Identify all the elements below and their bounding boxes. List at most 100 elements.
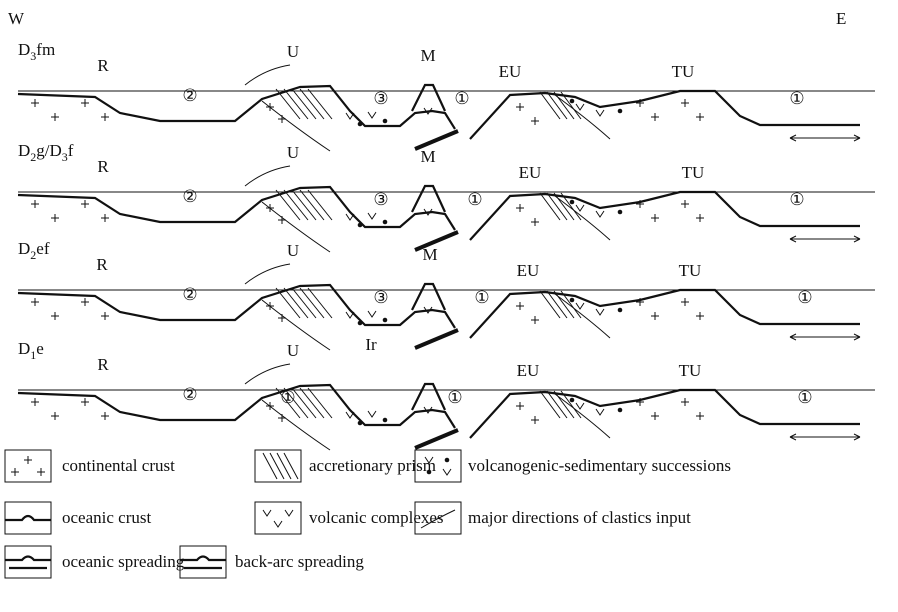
v-symbol xyxy=(596,211,604,217)
v-symbol xyxy=(285,510,293,516)
v-symbol xyxy=(576,303,584,309)
cross-symbol xyxy=(681,298,689,306)
v-symbol xyxy=(596,409,604,415)
cross-symbol xyxy=(51,113,59,121)
cross-symbol xyxy=(81,200,89,208)
spreading-arrow xyxy=(790,334,860,340)
region-label: R xyxy=(97,56,109,75)
region-label: TU xyxy=(679,261,702,280)
stage-label: D2ef xyxy=(18,239,50,262)
clastic-arrow xyxy=(245,65,290,85)
cross-symbol xyxy=(51,214,59,222)
cross-symbol xyxy=(516,103,524,111)
cross-symbol xyxy=(24,456,32,464)
clastic-arrow xyxy=(245,264,290,284)
legend-box xyxy=(5,546,51,578)
diagram: W E D3fmRUMEUTU②③①①D2g/D3fRUMEUTU②③①①D2e… xyxy=(0,0,898,612)
stage-label: D3fm xyxy=(18,40,55,63)
v-symbol xyxy=(346,312,354,318)
legend-label: oceanic crust xyxy=(62,508,151,527)
region-label: ③ xyxy=(373,288,388,307)
cross-symbol xyxy=(516,402,524,410)
region-label: ① xyxy=(454,89,469,108)
region-label: EU xyxy=(517,261,540,280)
spreading-arrow xyxy=(790,135,860,141)
dot-symbol xyxy=(570,298,575,303)
v-symbol xyxy=(368,213,376,219)
cross-symbol xyxy=(651,312,659,320)
east-label: E xyxy=(836,9,846,28)
cross-symbol xyxy=(681,398,689,406)
v-symbol xyxy=(576,205,584,211)
legend-label: oceanic spreading xyxy=(62,552,185,571)
cross-symbol xyxy=(531,416,539,424)
cross-symbol xyxy=(51,412,59,420)
cross-symbol xyxy=(51,312,59,320)
region-label: ① xyxy=(280,388,295,407)
stage-label: D2g/D3f xyxy=(18,141,74,164)
v-symbol xyxy=(346,412,354,418)
region-label: ③ xyxy=(373,89,388,108)
cross-symbol xyxy=(651,412,659,420)
dot-symbol xyxy=(383,418,388,423)
slope-curve xyxy=(262,400,330,450)
spreading-sample xyxy=(5,557,51,569)
v-symbol xyxy=(596,309,604,315)
stage-text: D xyxy=(18,40,30,59)
region-label: R xyxy=(96,255,108,274)
dot-symbol xyxy=(358,223,363,228)
slope-curve xyxy=(555,294,610,338)
stage-text: D xyxy=(18,239,30,258)
region-label: U xyxy=(287,42,299,61)
legend-label: back-arc spreading xyxy=(235,552,364,571)
basement-profile xyxy=(18,86,455,129)
cross-symbol xyxy=(696,214,704,222)
dot-symbol xyxy=(618,408,623,413)
clastic-arrow xyxy=(245,166,290,186)
region-label: ① xyxy=(447,388,462,407)
legend-box xyxy=(5,502,51,534)
region-label: TU xyxy=(672,62,695,81)
legend-label: major directions of clastics input xyxy=(468,508,691,527)
volcano xyxy=(412,186,445,212)
region-label: ② xyxy=(182,385,197,404)
region-label: ① xyxy=(789,190,804,209)
region-label: EU xyxy=(519,163,542,182)
dot-symbol xyxy=(358,122,363,127)
prism-line xyxy=(270,453,284,479)
basement-profile xyxy=(18,285,455,328)
cross-symbol xyxy=(696,412,704,420)
basement-profile xyxy=(18,187,455,230)
dot-symbol xyxy=(358,421,363,426)
cross-symbol xyxy=(696,312,704,320)
prism-line xyxy=(284,453,298,479)
v-symbol xyxy=(576,104,584,110)
v-symbol xyxy=(596,110,604,116)
dot-symbol xyxy=(427,470,432,475)
region-label: ① xyxy=(467,190,482,209)
dot-symbol xyxy=(618,210,623,215)
cross-symbol xyxy=(37,468,45,476)
legend-box xyxy=(180,546,226,578)
ocean-crust-sample xyxy=(5,516,51,520)
region-label: TU xyxy=(679,361,702,380)
cross-symbol xyxy=(278,414,286,422)
cross-symbol xyxy=(31,99,39,107)
region-label: ① xyxy=(797,388,812,407)
v-symbol xyxy=(274,521,282,527)
spreading-arrow xyxy=(790,434,860,440)
prism-line xyxy=(277,453,291,479)
cross-symbol xyxy=(681,200,689,208)
cross-symbol xyxy=(516,302,524,310)
cross-symbol xyxy=(81,298,89,306)
cross-symbol xyxy=(516,204,524,212)
cross-symbol xyxy=(278,314,286,322)
region-label: ① xyxy=(474,288,489,307)
region-label: U xyxy=(287,143,299,162)
region-label: ② xyxy=(182,86,197,105)
cross-symbol xyxy=(101,412,109,420)
region-label: M xyxy=(422,245,437,264)
region-label: TU xyxy=(682,163,705,182)
cross-symbol xyxy=(31,398,39,406)
stage-label: D1e xyxy=(18,339,44,362)
